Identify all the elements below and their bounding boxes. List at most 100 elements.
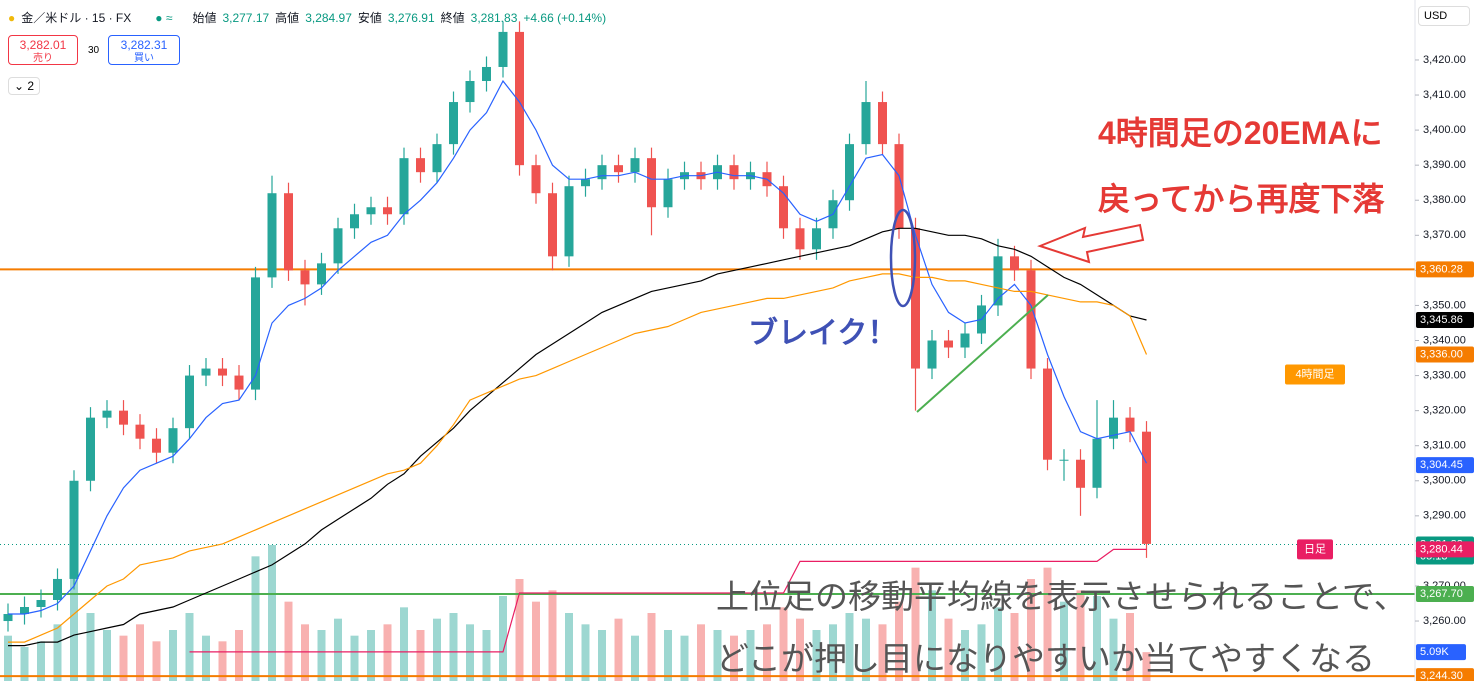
candle-body — [383, 207, 392, 215]
candle-body — [779, 186, 788, 229]
volume-bar — [119, 635, 128, 681]
volume-tag — [1416, 644, 1466, 661]
legend-label: 日足 — [1304, 543, 1326, 555]
candle-body — [1059, 459, 1069, 461]
volume-bar — [713, 630, 722, 681]
volume-bar — [284, 601, 293, 681]
volume-bar — [796, 618, 804, 681]
candle-body — [482, 66, 491, 82]
change: +4.66 (+0.14%) — [523, 10, 607, 25]
candle-body — [69, 480, 79, 579]
volume-bar — [1010, 613, 1019, 681]
volume-bar — [400, 607, 408, 681]
y-tick-label: 3,410.00 — [1423, 89, 1466, 101]
candle-body — [1026, 270, 1036, 369]
buy-button[interactable]: 3,282.31 買い — [108, 35, 180, 65]
y-tick-label: 3,300.00 — [1423, 475, 1466, 487]
volume-bar — [1142, 652, 1151, 681]
price-tag-label: 3,360.28 — [1420, 263, 1463, 275]
candle-body — [350, 214, 359, 229]
series-line — [8, 79, 1148, 615]
candle-body — [894, 144, 904, 229]
volume-bar — [812, 630, 821, 681]
price-tag — [1416, 541, 1474, 558]
volume-bar — [1093, 596, 1101, 681]
candle-body — [548, 193, 557, 257]
candle-body — [416, 158, 425, 173]
volume-bar — [317, 630, 326, 681]
candle-body — [564, 186, 574, 257]
candle-body — [449, 102, 458, 145]
price-tag-label: 3,280.44 — [1420, 543, 1463, 555]
candle-body — [795, 228, 805, 250]
volume-bar — [4, 635, 12, 681]
y-tick-label: 3,390.00 — [1423, 159, 1466, 171]
candle-body — [102, 410, 112, 418]
volume-bar — [499, 596, 507, 681]
candle-body — [366, 207, 376, 215]
candle-body — [1109, 417, 1118, 439]
candle-body — [135, 424, 145, 439]
sell-button[interactable]: 3,282.01 売り — [8, 35, 78, 65]
candle-body — [944, 340, 953, 348]
arrow — [1037, 223, 1145, 264]
price-tag — [1416, 668, 1474, 681]
label: 始値 — [192, 11, 217, 25]
candle-body — [36, 599, 46, 608]
candle-body — [993, 256, 1003, 306]
break-circle — [889, 208, 917, 308]
candle-body — [333, 228, 343, 264]
status: ● ≈ — [155, 10, 173, 25]
header: ● 金／米ドル · 15 · FX ● ≈ 始値 3,277.17 高値 3,284… — [8, 9, 606, 26]
candle-body — [1092, 438, 1102, 488]
candle-body — [1142, 431, 1151, 544]
candle-body — [251, 277, 260, 390]
volume-bar — [350, 635, 359, 681]
volume-bar — [581, 624, 590, 681]
annotation: 4時間足の20EMAに — [1098, 115, 1383, 151]
volume-bar — [862, 618, 870, 681]
price-tag — [1416, 261, 1474, 278]
candle-body — [86, 417, 95, 481]
volume-bar — [1076, 590, 1085, 681]
symbol[interactable]: 金／米ドル · 15 · FX — [21, 11, 132, 25]
legend-tag — [1297, 539, 1333, 560]
volume-bar — [103, 630, 111, 681]
indicator-toggle[interactable]: ⌄ 2 — [8, 77, 41, 95]
volume-bar — [895, 601, 903, 681]
candle-body — [531, 165, 541, 194]
volume-bar — [614, 618, 623, 681]
candle-body — [3, 614, 13, 622]
volume-bar — [746, 630, 755, 681]
label: 買い — [134, 53, 154, 64]
y-tick-label: 3,370.00 — [1423, 229, 1466, 241]
candle-body — [812, 228, 821, 250]
candle-body — [284, 193, 293, 271]
price: 3,282.01 — [19, 38, 67, 52]
volume-bar — [977, 624, 986, 681]
volume-bar — [169, 630, 177, 681]
price-tag — [1416, 457, 1474, 474]
volume-bar — [449, 613, 458, 681]
volume-bar — [911, 567, 920, 681]
candle-body — [878, 102, 887, 145]
volume-bar — [268, 545, 276, 681]
legend-label: 4時間足 — [1295, 367, 1334, 380]
annotation: どこが押し目になりやすいか当てやすくなる — [716, 640, 1376, 677]
value: 3,281.83 — [470, 10, 518, 25]
volume-bar — [598, 630, 606, 681]
volume-bar — [466, 624, 474, 681]
price-tag-label: 3,267.70 — [1420, 588, 1463, 600]
y-tick-label: 3,340.00 — [1423, 334, 1466, 346]
legend-tag — [1285, 364, 1345, 385]
candle-body — [218, 368, 227, 376]
y-tick-label: 3,330.00 — [1423, 369, 1466, 381]
volume-bar — [70, 579, 78, 681]
spread: 30 — [88, 45, 100, 56]
y-tick-label: 3,260.00 — [1423, 615, 1466, 627]
volume-bar — [416, 630, 425, 681]
currency[interactable]: USD — [1418, 6, 1470, 26]
volume-bar — [235, 630, 243, 681]
